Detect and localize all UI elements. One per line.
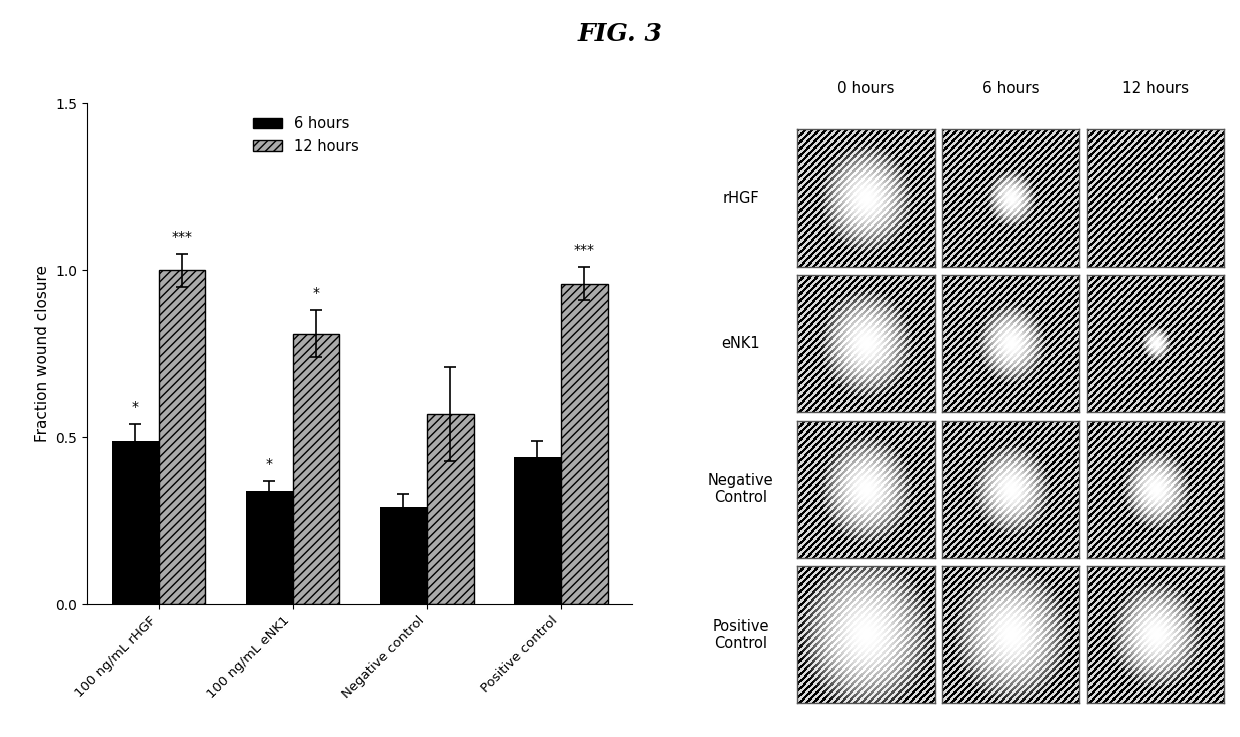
Bar	[112, 441, 159, 604]
Legend: 6 hours, 12 hours: 6 hours, 12 hours	[247, 111, 365, 159]
Text: Positive
Control: Positive Control	[713, 618, 769, 651]
Text: *: *	[312, 286, 320, 300]
Bar	[560, 284, 608, 604]
Bar	[427, 414, 474, 604]
Text: ***: ***	[574, 243, 595, 257]
Bar	[159, 270, 206, 604]
Text: Negative
Control: Negative Control	[708, 473, 774, 506]
Text: *: *	[131, 400, 139, 414]
Text: 0 hours: 0 hours	[837, 81, 895, 96]
Text: rHGF: rHGF	[723, 191, 759, 206]
Text: ***: ***	[171, 229, 192, 243]
Text: 6 hours: 6 hours	[982, 81, 1039, 96]
Y-axis label: Fraction wound closure: Fraction wound closure	[35, 265, 50, 442]
Bar	[246, 491, 293, 604]
Text: 12 hours: 12 hours	[1122, 81, 1189, 96]
Bar	[293, 334, 340, 604]
Bar	[379, 508, 427, 604]
Text: *: *	[265, 457, 273, 471]
Text: eNK1: eNK1	[722, 336, 760, 351]
Bar	[513, 458, 560, 604]
Text: FIG. 3: FIG. 3	[578, 22, 662, 46]
